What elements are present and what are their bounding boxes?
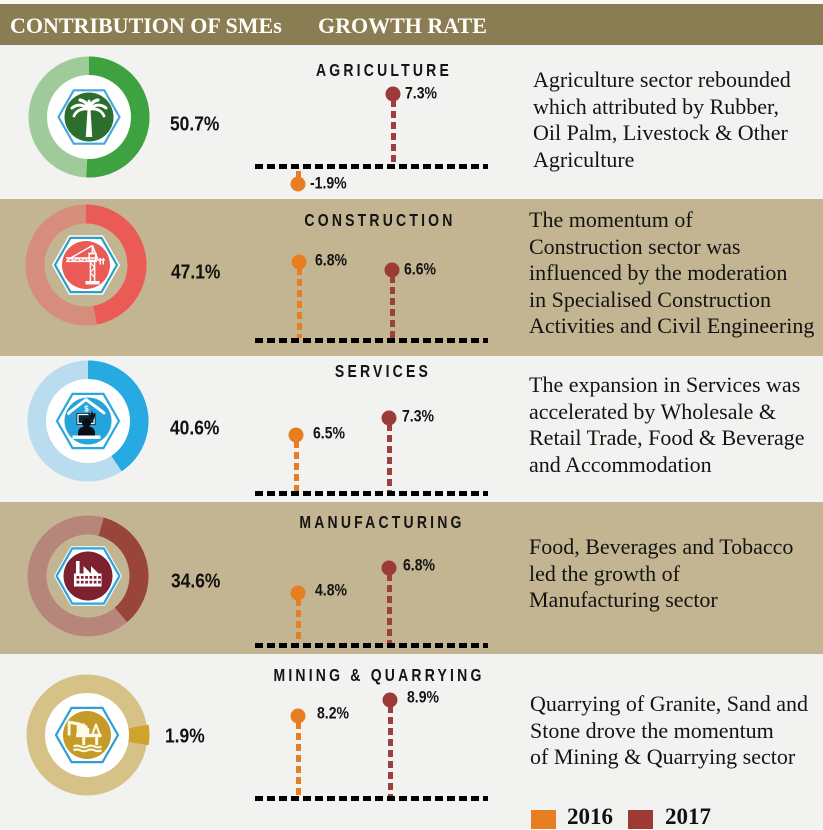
svg-text:$: $ bbox=[84, 405, 89, 414]
